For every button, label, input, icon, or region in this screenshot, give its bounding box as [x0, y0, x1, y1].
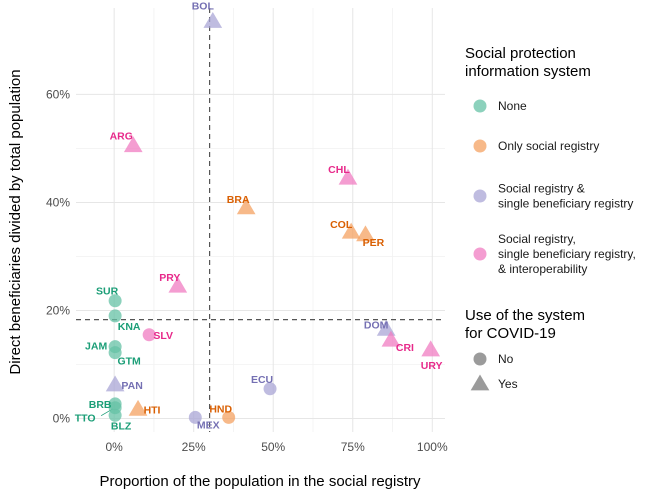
label-mex: MEX [197, 419, 220, 431]
label-cri: CRI [396, 342, 414, 354]
label-tto: TTO [75, 413, 96, 425]
point-hti [128, 399, 148, 416]
label-chl: CHL [328, 164, 350, 176]
legend-label-none: None [498, 99, 527, 113]
point-labels: BOL ARG CHL BRA COL PER PRY SUR KNA SLV JAM GTM DOM C… [75, 1, 443, 433]
x-tick-label: 75% [341, 440, 365, 454]
point-hnd [222, 410, 236, 424]
label-hti: HTI [144, 404, 161, 416]
label-bra: BRA [227, 194, 250, 206]
point-slv [142, 328, 156, 342]
label-jam: JAM [85, 341, 107, 353]
point-cri [381, 330, 401, 347]
legend-label-interop: & interoperability [498, 262, 587, 276]
point-pan [105, 375, 125, 392]
point-pry [168, 276, 188, 293]
label-blz: BLZ [111, 420, 132, 432]
legend-label-single: single beneficiary registry [498, 197, 633, 211]
label-arg: ARG [110, 131, 133, 143]
legend-key-none [473, 99, 487, 113]
label-sur: SUR [96, 286, 119, 298]
label-bol: BOL [192, 1, 215, 13]
label-per: PER [363, 237, 385, 249]
y-tick-label: 40% [46, 195, 70, 209]
legend-label-interop: Social registry, [498, 232, 576, 246]
x-tick-label: 25% [182, 440, 206, 454]
shape-legend-key-yes [470, 374, 490, 391]
label-dom: DOM [364, 319, 389, 331]
legend-title-line: Social protection [465, 45, 576, 62]
point-gtm [108, 346, 122, 360]
shape-legend-label-no: No [498, 352, 514, 366]
x-tick-label: 100% [417, 440, 448, 454]
data-points [105, 12, 441, 424]
reference-lines [76, 8, 445, 432]
legend-title-line: information system [465, 63, 591, 80]
label-ury: URY [421, 360, 443, 372]
point-ecu [263, 382, 277, 396]
y-tick-label: 60% [46, 87, 70, 101]
point-sur [108, 294, 122, 308]
shape-legend-title-line: for COVID-19 [465, 325, 556, 342]
legend-label-interop: single beneficiary registry, [498, 247, 636, 261]
label-col: COL [330, 219, 353, 231]
point-ury [421, 340, 441, 357]
point-mex [188, 410, 202, 424]
legend-key-registry [473, 139, 487, 153]
point-tto [108, 401, 122, 415]
shape-legend-key-no [473, 352, 487, 366]
point-arg [123, 136, 143, 153]
grid-lines [76, 8, 445, 432]
point-per [356, 225, 375, 242]
shape-legend-label-yes: Yes [498, 377, 518, 391]
y-tick-label: 0% [53, 411, 71, 425]
point-bol [203, 12, 223, 28]
point-chl [338, 168, 358, 185]
label-pan: PAN [121, 380, 142, 392]
y-axis-ticks: 0% 20% 40% 60% [46, 87, 70, 425]
label-pry: PRY [159, 272, 180, 284]
y-axis-title: Direct beneficiaries divided by total po… [7, 69, 24, 374]
point-kna [108, 309, 122, 323]
x-axis-ticks: 0% 25% 50% 75% 100% [106, 440, 448, 454]
legend-key-single [473, 189, 487, 203]
legend-key-interop [473, 247, 487, 261]
point-bra [236, 198, 256, 215]
y-tick-label: 20% [46, 303, 70, 317]
x-axis-title: Proportion of the population in the soci… [99, 473, 421, 490]
legend-label-registry: Only social registry [498, 139, 599, 153]
label-hnd: HND [209, 403, 232, 415]
shape-legend-title-line: Use of the system [465, 307, 585, 324]
x-tick-label: 0% [106, 440, 124, 454]
label-gtm: GTM [117, 356, 141, 368]
x-tick-label: 50% [261, 440, 285, 454]
label-ecu: ECU [251, 374, 273, 386]
label-slv: SLV [153, 330, 173, 342]
legend-label-single: Social registry & [498, 182, 585, 196]
label-kna: KNA [118, 321, 141, 333]
point-col [341, 222, 361, 239]
label-brb: BRB [89, 399, 112, 411]
